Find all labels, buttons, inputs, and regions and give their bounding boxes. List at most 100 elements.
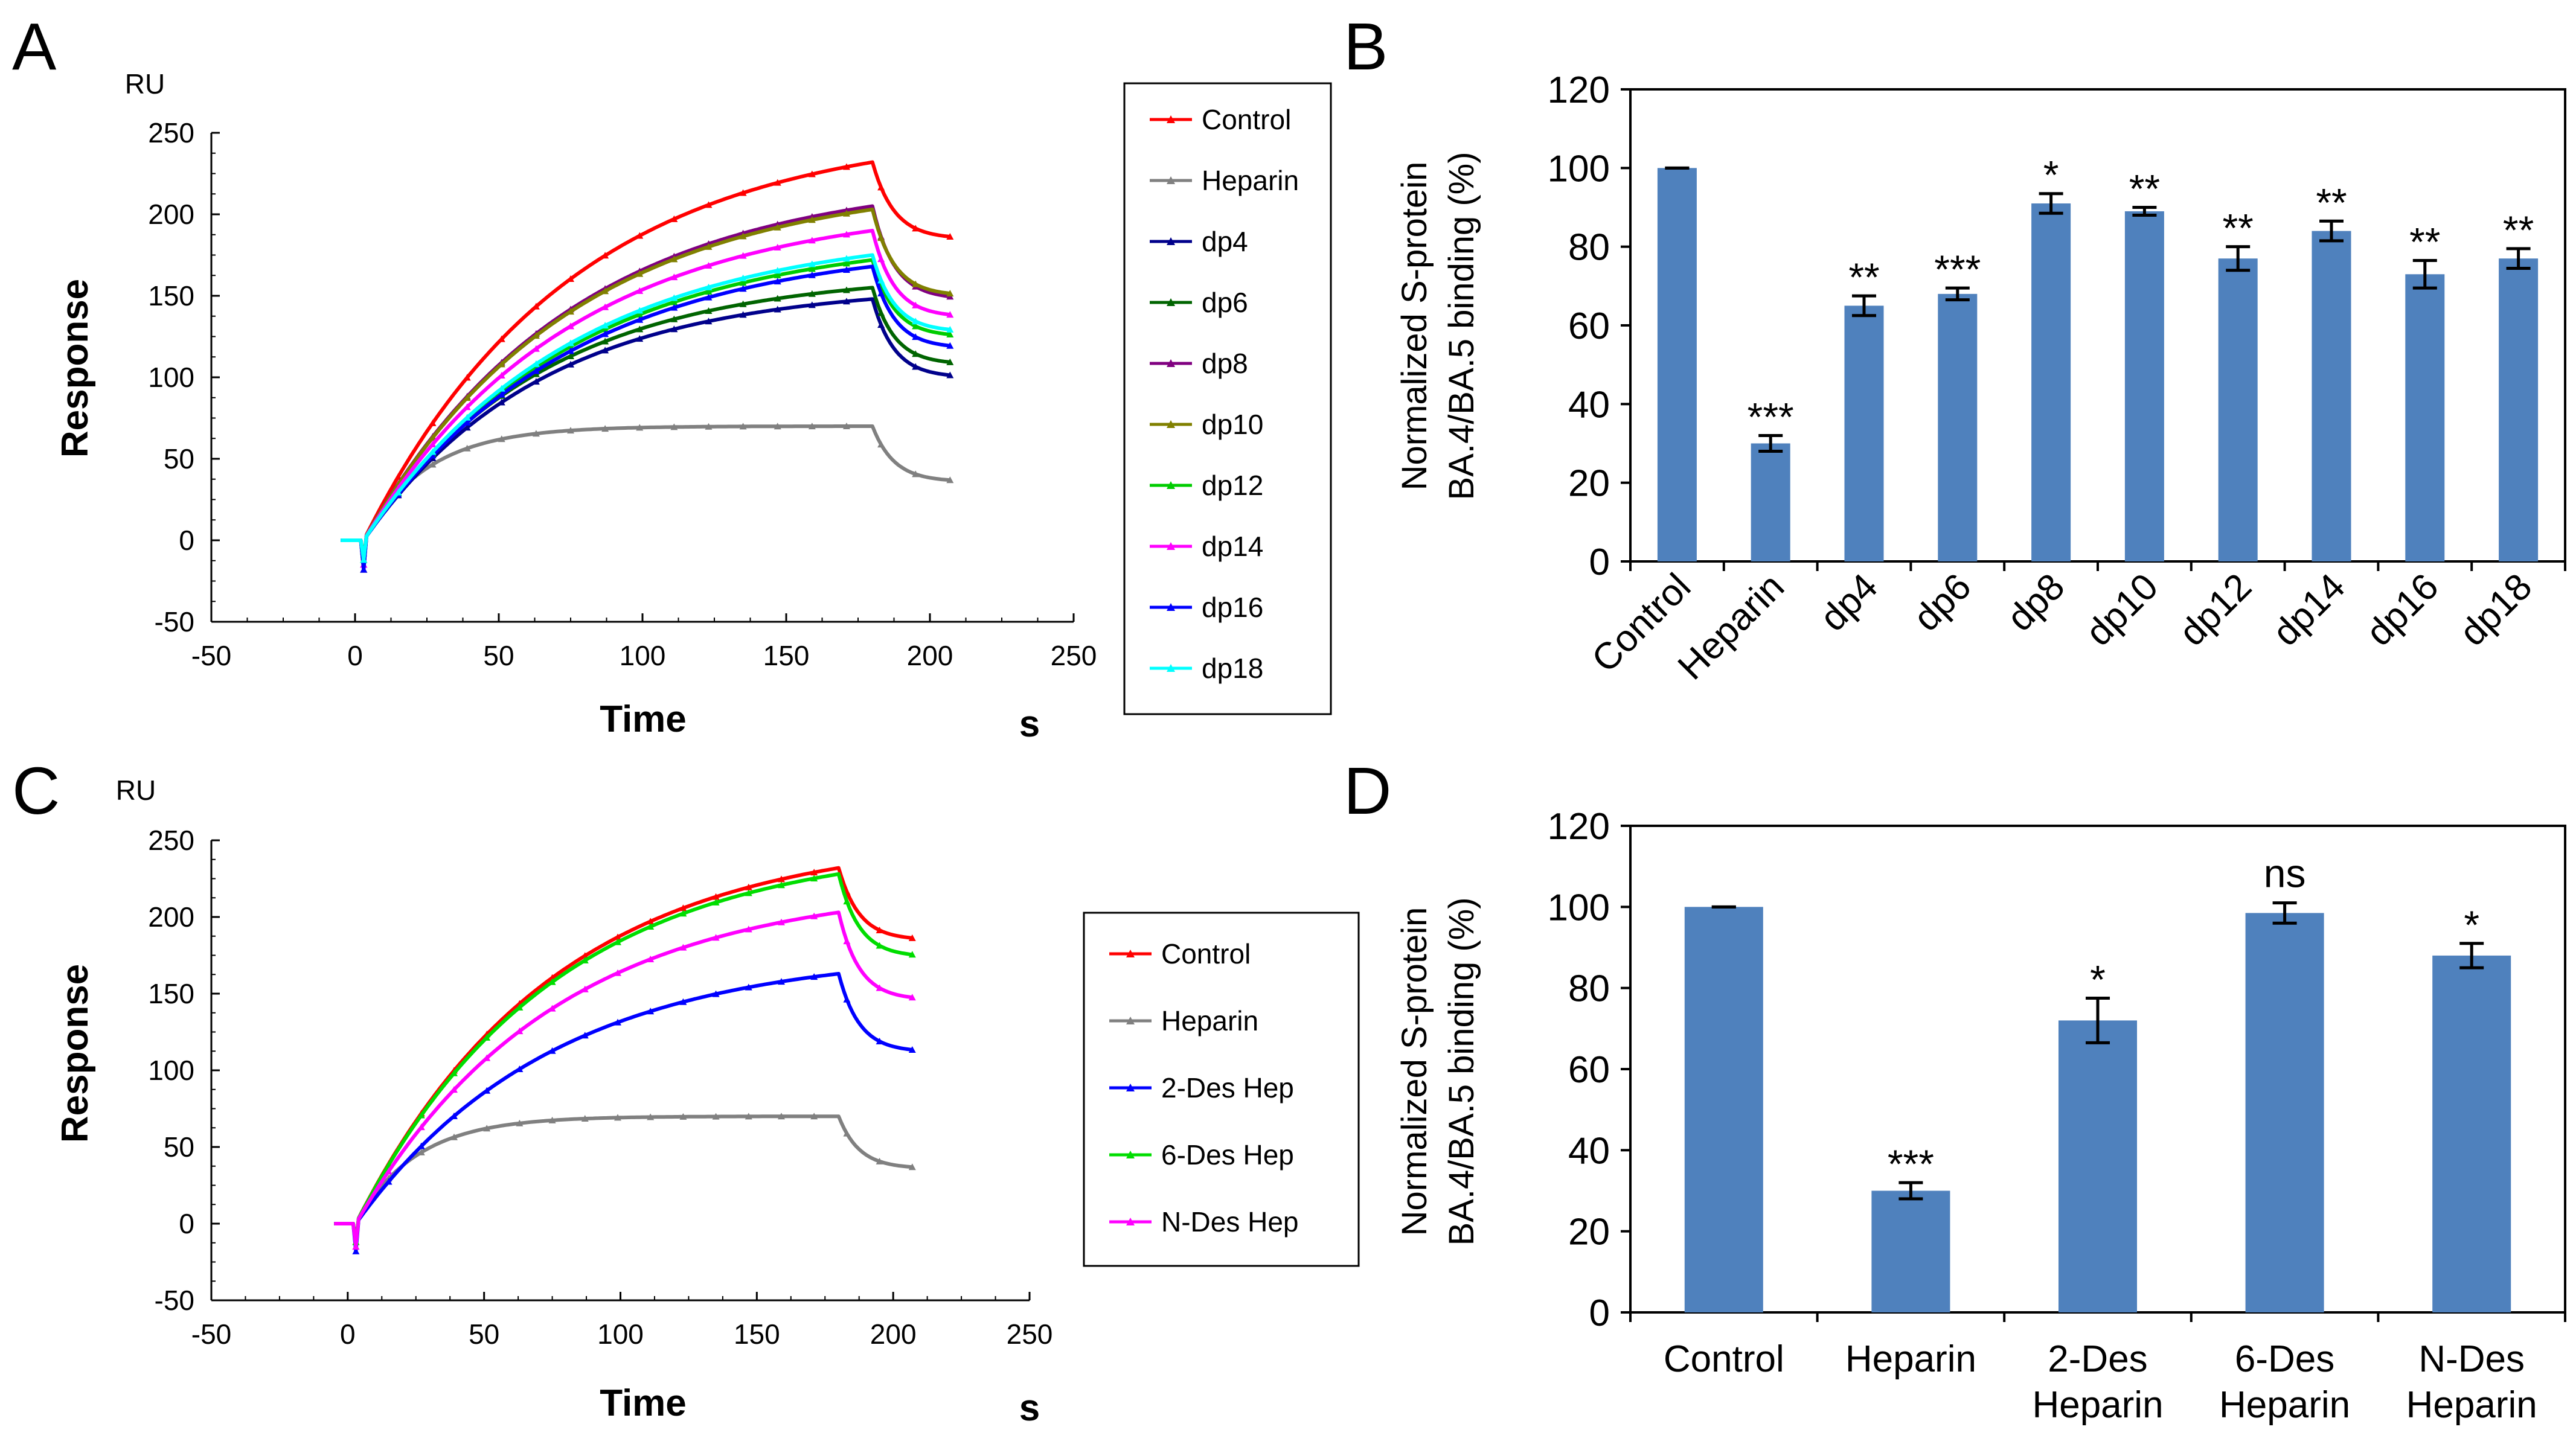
legend-label-n-des-hep: N-Des Hep bbox=[1161, 1206, 1299, 1238]
x-category-label-dp4: dp4 bbox=[1812, 566, 1886, 639]
data-point-marker bbox=[912, 225, 920, 232]
data-point-marker bbox=[739, 300, 747, 307]
data-point-marker bbox=[394, 488, 402, 496]
data-point-marker bbox=[670, 294, 678, 301]
bar-dp4 bbox=[1844, 305, 1884, 561]
data-point-marker bbox=[498, 398, 505, 406]
panel-label-d: D bbox=[1344, 754, 1391, 828]
data-point-marker bbox=[774, 243, 781, 251]
legend-box bbox=[1123, 82, 1332, 715]
significance-label: ** bbox=[1848, 255, 1879, 299]
data-point-marker bbox=[912, 363, 920, 370]
data-point-marker bbox=[601, 322, 609, 329]
data-point-marker bbox=[877, 255, 885, 263]
data-point-marker bbox=[463, 418, 471, 426]
data-point-marker bbox=[777, 978, 785, 985]
series-line-dp18 bbox=[341, 253, 950, 562]
legend-label-dp10: dp10 bbox=[1202, 409, 1263, 440]
data-point-marker bbox=[360, 566, 368, 573]
x-tick-label: 50 bbox=[469, 1318, 499, 1350]
x-category-label: Heparin bbox=[2219, 1384, 2350, 1426]
data-point-marker bbox=[912, 470, 920, 478]
data-point-marker bbox=[842, 209, 850, 217]
data-point-marker bbox=[647, 922, 655, 930]
data-point-marker bbox=[679, 904, 687, 912]
y-tick-label: 0 bbox=[179, 525, 194, 556]
data-point-marker bbox=[946, 311, 954, 318]
data-point-marker bbox=[877, 184, 885, 191]
data-point-marker bbox=[679, 1113, 687, 1120]
data-point-marker bbox=[548, 978, 556, 985]
data-point-marker bbox=[567, 347, 574, 354]
data-point-marker bbox=[581, 1032, 589, 1039]
series-line-dp16 bbox=[341, 264, 950, 572]
x-category-label: Heparin bbox=[2406, 1384, 2537, 1426]
series-line-control bbox=[341, 160, 950, 562]
data-point-marker bbox=[548, 1005, 556, 1012]
data-point-marker bbox=[567, 342, 574, 350]
data-point-marker bbox=[516, 1119, 524, 1126]
data-point-marker bbox=[670, 423, 678, 430]
data-point-marker bbox=[745, 883, 752, 890]
legend-label-control: Control bbox=[1202, 104, 1291, 135]
x-tick-label: 250 bbox=[1007, 1318, 1053, 1350]
x-category-label-dp12: dp12 bbox=[2171, 566, 2260, 654]
data-point-marker bbox=[808, 237, 816, 244]
data-point-marker bbox=[842, 260, 850, 267]
data-point-marker bbox=[842, 231, 850, 238]
data-point-marker bbox=[601, 325, 609, 333]
data-point-marker bbox=[705, 201, 713, 208]
data-point-marker bbox=[417, 1123, 425, 1131]
y-tick-label: 50 bbox=[164, 443, 194, 474]
x-axis-title: Time bbox=[600, 1382, 687, 1424]
data-point-marker bbox=[601, 330, 609, 337]
data-point-marker bbox=[429, 440, 437, 447]
data-point-marker bbox=[498, 435, 505, 442]
y-tick-label: 250 bbox=[148, 117, 194, 149]
data-point-marker bbox=[843, 898, 851, 905]
y-axis-title-line2: BA.4/BA.5 binding (%) bbox=[1442, 152, 1481, 500]
data-point-marker bbox=[450, 1133, 458, 1140]
data-point-marker bbox=[745, 889, 752, 896]
data-point-marker bbox=[450, 1086, 458, 1093]
legend-label-2-des-hep: 2-Des Hep bbox=[1161, 1072, 1294, 1104]
x-category-label-dp10: dp10 bbox=[2078, 566, 2166, 654]
panel-a-line-chart: A -50 0 50 100 150 200 250 -50 0 50 100 150 200 250 RU R… bbox=[12, 10, 1332, 745]
legend-label-6-des-hep: 6-Des Hep bbox=[1161, 1139, 1294, 1171]
panel-c-line-chart: C -50 0 50 100 150 200 250 -50 0 50 100 150 200 250 RU R… bbox=[12, 754, 1360, 1429]
panel-label-c: C bbox=[12, 754, 60, 828]
data-point-marker bbox=[532, 378, 540, 385]
data-point-marker bbox=[774, 423, 781, 430]
data-point-marker bbox=[385, 1168, 392, 1175]
data-point-marker bbox=[636, 424, 644, 431]
legend-marker bbox=[1126, 1218, 1135, 1225]
data-point-marker bbox=[636, 287, 644, 294]
legend-label-heparin: Heparin bbox=[1161, 1005, 1258, 1037]
legend-marker bbox=[1167, 176, 1175, 184]
data-point-marker bbox=[946, 371, 954, 379]
data-point-marker bbox=[581, 956, 589, 963]
data-point-marker bbox=[810, 973, 818, 980]
data-point-marker bbox=[705, 293, 713, 301]
bar-dp8 bbox=[2031, 203, 2071, 561]
x-tick-label: -50 bbox=[191, 1318, 231, 1350]
data-point-marker bbox=[712, 898, 720, 906]
x-category-label: N-Des bbox=[2418, 1338, 2525, 1380]
data-point-marker bbox=[417, 1142, 425, 1149]
data-point-marker bbox=[842, 423, 850, 430]
legend-marker bbox=[1126, 1084, 1135, 1091]
data-point-marker bbox=[548, 1116, 556, 1123]
y-tick-label: 100 bbox=[148, 1055, 194, 1086]
y-axis-title-line2: BA.4/BA.5 binding (%) bbox=[1442, 897, 1481, 1245]
data-point-marker bbox=[679, 944, 687, 951]
data-point-marker bbox=[532, 360, 540, 367]
data-point-marker bbox=[483, 1033, 491, 1041]
data-point-marker bbox=[908, 1163, 916, 1171]
y-axis-title: Response bbox=[54, 964, 96, 1143]
data-point-marker bbox=[647, 1008, 655, 1015]
data-point-marker bbox=[946, 233, 954, 240]
data-point-marker bbox=[877, 289, 885, 296]
y-tick-label: 40 bbox=[1568, 1130, 1610, 1172]
